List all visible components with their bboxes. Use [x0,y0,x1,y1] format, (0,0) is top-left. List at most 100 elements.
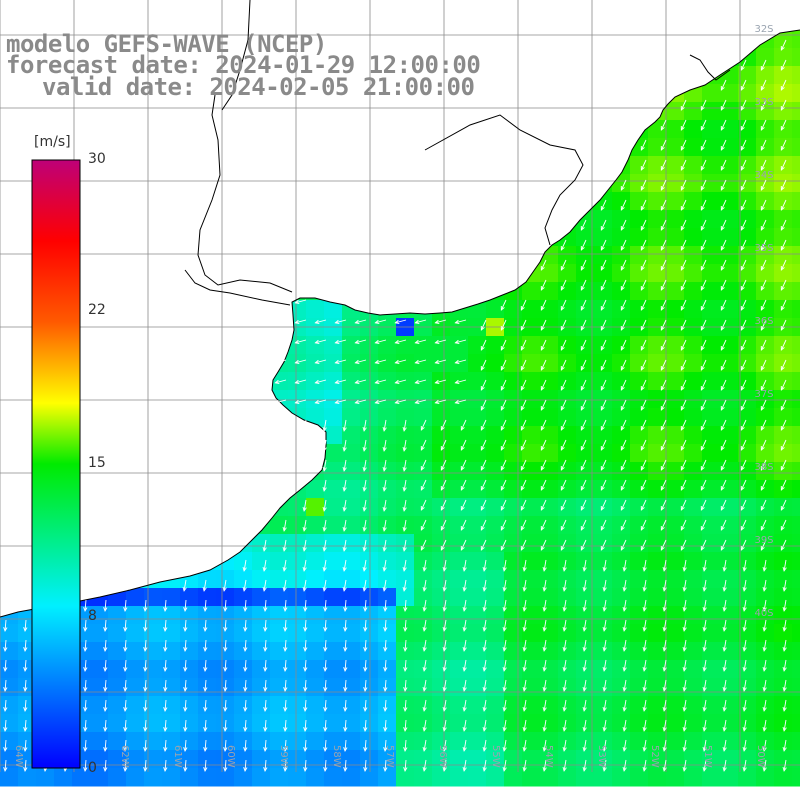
arrow-head [283,627,288,632]
wind-arrow [520,439,527,451]
wind-arrow [760,99,767,111]
arrow-shaft [263,579,267,591]
arrow-shaft [620,419,627,431]
wind-arrow [700,259,707,271]
arrow-head [580,465,585,471]
arrow-shaft [603,679,607,691]
wind-cell [288,768,307,787]
arrow-shaft [264,719,267,731]
wind-cell [180,624,199,643]
wind-cell [630,588,649,607]
arrow-head [702,606,707,612]
wind-cell [666,534,685,553]
wind-arrow [460,479,467,491]
wind-cell [306,642,325,661]
wind-cell [612,390,631,409]
arrow-head [362,506,367,512]
wind-arrow [660,419,667,431]
wind-arrow [740,379,747,391]
arrow-head [620,485,625,491]
arrow-head [540,445,545,451]
wind-cell [792,732,800,751]
arrow-shaft [395,339,407,344]
arrow-shaft [520,519,527,531]
wind-cell [162,660,181,679]
model-title: modelo GEFS-WAVE (NCEP) [6,30,327,58]
wind-cell [468,660,487,679]
wind-cell [702,210,721,229]
wind-arrow [103,599,108,612]
wind-cell [108,750,127,769]
wind-arrow [402,499,407,512]
arrow-shaft [460,439,467,451]
wind-cell [324,696,343,715]
arrow-head [263,627,268,632]
wind-cell [162,588,181,607]
wind-arrow [203,679,208,692]
wind-arrow [680,459,687,471]
wind-arrow [560,399,567,411]
wind-cell [684,138,703,157]
arrow-shaft [700,379,707,391]
arrow-shaft [483,579,487,591]
arrow-shaft [344,719,347,731]
arrow-head [580,445,585,451]
arrow-head [500,345,505,351]
arrow-shaft [523,639,527,651]
arrow-head [462,746,467,752]
wind-cell [0,714,19,733]
arrow-shaft [580,459,587,471]
wind-arrow [722,579,727,592]
arrow-head [562,586,567,592]
wind-cell [288,516,307,535]
wind-arrow [383,699,388,712]
wind-arrow [363,719,368,732]
wind-arrow [700,379,707,391]
wind-arrow [23,719,28,732]
arrow-shaft [303,499,307,511]
arrow-shaft [763,719,767,731]
wind-arrow [460,419,467,431]
wind-cell [630,642,649,661]
arrow-shaft [543,679,547,691]
arrow-shaft [643,619,647,631]
wind-cell [738,228,757,247]
wind-cell [558,714,577,733]
wind-arrow [314,399,327,405]
arrow-head [640,425,645,431]
wind-arrow [482,719,487,732]
wind-cell [612,372,631,391]
wind-arrow [600,319,607,331]
arrow-shaft [660,159,667,171]
wind-cell [576,390,595,409]
wind-cell [504,768,523,787]
arrow-head [562,766,567,772]
arrow-head [3,627,8,632]
wind-arrow [482,599,487,612]
arrow-head [662,706,667,712]
arrow-head [620,345,625,351]
wind-arrow [720,519,727,531]
wind-arrow [314,339,327,345]
arrow-head [660,285,665,291]
arrow-shaft [480,399,487,411]
wind-arrow [500,459,507,471]
wind-cell [702,138,721,157]
wind-arrow [414,339,427,345]
arrow-shaft [204,619,207,631]
wind-arrow [283,659,288,672]
wind-cell [252,750,271,769]
arrow-head [780,85,785,91]
arrow-head [640,225,645,231]
arrow-head [322,426,327,432]
arrow-shaft [660,219,667,231]
wind-cell [144,696,163,715]
wind-arrow [622,639,627,652]
wind-cell [522,462,541,481]
wind-cell [738,210,757,229]
arrow-shaft [763,699,767,711]
arrow-head [720,245,725,251]
wind-cell [738,138,757,157]
arrow-head [540,525,545,531]
wind-cell [504,660,523,679]
